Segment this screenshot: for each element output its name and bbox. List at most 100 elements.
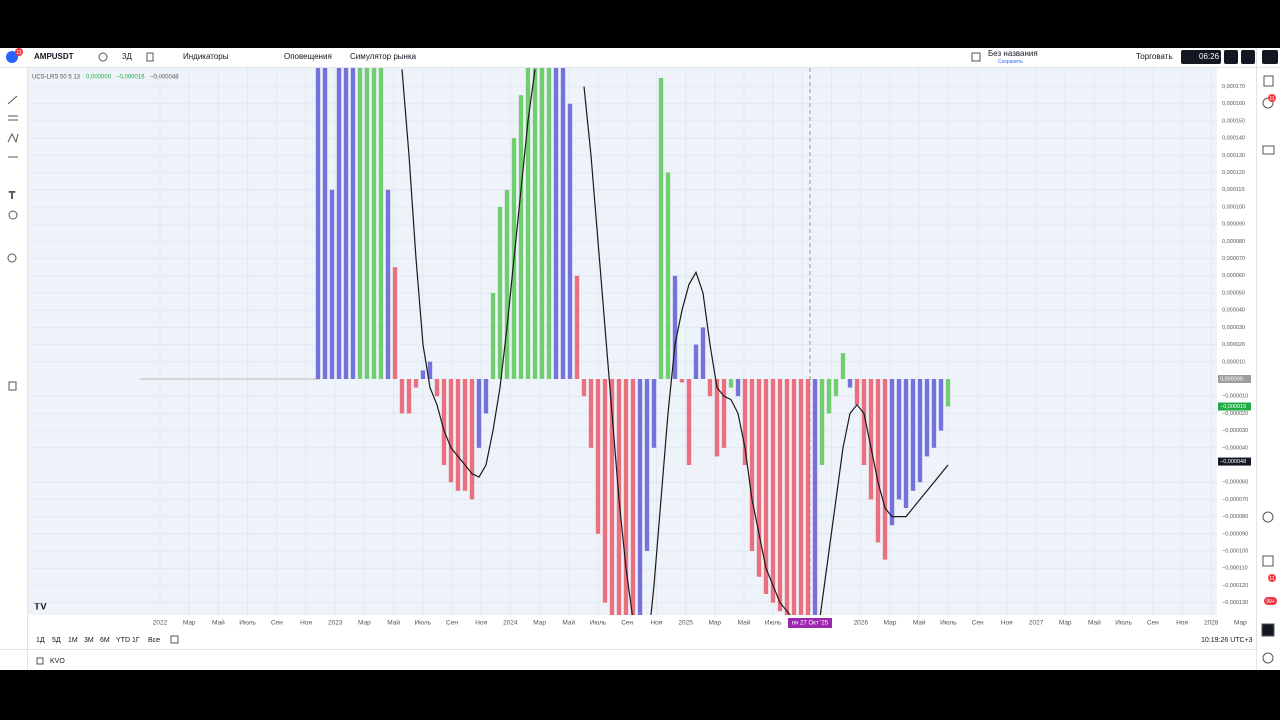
badge: [1268, 574, 1276, 582]
tool[interactable]: [1261, 623, 1275, 637]
bar: [931, 378, 937, 448]
tool[interactable]: [8, 210, 18, 220]
y-tick-label: 0,000160: [1222, 101, 1245, 107]
bar: [889, 378, 895, 526]
bar: [714, 378, 720, 457]
tool[interactable]: [1262, 145, 1275, 155]
badge-text: 11: [1269, 576, 1274, 582]
bar: [532, 68, 538, 379]
bar: [840, 353, 846, 379]
x-tick-label: Сен: [271, 620, 283, 627]
range-button[interactable]: 1Г: [132, 637, 140, 644]
crosshair-label: пн 27 Окт '25: [792, 621, 829, 627]
bar: [574, 275, 580, 379]
chart-bg: [28, 68, 1217, 615]
x-tick-label: Сен: [446, 620, 458, 627]
bar: [462, 378, 468, 491]
y-tick-label: 0,000010: [1222, 359, 1245, 365]
bar: [350, 68, 356, 379]
bar: [518, 95, 524, 379]
alerts[interactable]: Оповещения: [284, 52, 332, 61]
layout-name[interactable]: Без названия: [988, 49, 1038, 58]
y-tick-label: 0,000070: [1222, 256, 1245, 262]
range-button[interactable]: 5Д: [52, 637, 61, 644]
side-badges: 11 11 99+: [1264, 94, 1277, 605]
x-tick-label: Сен: [972, 620, 984, 627]
logo[interactable]: TV: [34, 602, 47, 613]
x-tick-label: 2022: [153, 620, 168, 627]
y-tick-label: −0,000070: [1222, 497, 1248, 503]
symbol[interactable]: AMPUSDT: [34, 52, 74, 61]
tool[interactable]: [1262, 511, 1274, 523]
bar: [483, 378, 489, 414]
chart-type[interactable]: [146, 52, 154, 62]
x-tick-label: Ноя: [300, 620, 312, 627]
y-tick-label: −0,000100: [1222, 548, 1248, 554]
replay[interactable]: Симулятор рынка: [350, 52, 417, 61]
bar: [763, 378, 769, 595]
range-button[interactable]: 3М: [84, 637, 94, 644]
bar: [504, 189, 510, 379]
x-tick-label: Июль: [239, 620, 256, 627]
timer-bg[interactable]: [1181, 50, 1221, 64]
bar: [413, 378, 419, 388]
date-range[interactable]: [170, 635, 179, 644]
legend-name[interactable]: UCS-LRS 50 5 13: [32, 75, 81, 81]
range-button[interactable]: 1М: [68, 637, 78, 644]
plot: [28, 68, 1217, 615]
tool[interactable]: [7, 253, 17, 263]
avatar[interactable]: [6, 51, 18, 63]
x-tick-label: 2028: [1204, 620, 1219, 627]
y-tick-label: 0,000090: [1222, 222, 1245, 228]
bar: [882, 378, 888, 560]
tool[interactable]: [1262, 555, 1274, 567]
legend-value: −0,000016: [116, 75, 145, 81]
x-tick-label: 2025: [678, 620, 693, 627]
tool[interactable]: [7, 95, 18, 105]
interval[interactable]: 3Д: [122, 52, 132, 61]
layout-icon[interactable]: [971, 52, 981, 62]
x-tick-label: Ноя: [650, 620, 662, 627]
price-label-bg: [1218, 457, 1251, 466]
tool[interactable]: [7, 132, 19, 144]
bar: [938, 378, 944, 431]
left-tools: T: [7, 95, 19, 391]
y-tick-label: −0,000090: [1222, 531, 1248, 537]
bar: [861, 378, 867, 466]
trade[interactable]: Торговать: [1136, 52, 1173, 61]
add-symbol[interactable]: [98, 52, 108, 62]
indicators[interactable]: Индикаторы: [183, 52, 229, 61]
bar: [595, 378, 601, 534]
tool[interactable]: [1263, 75, 1274, 87]
timer: 06:26: [1199, 52, 1220, 61]
bar: [665, 172, 671, 379]
bar: [707, 378, 713, 397]
y-tick-label: −0,000040: [1222, 445, 1248, 451]
tool[interactable]: [1262, 652, 1274, 664]
layout-save[interactable]: Сохранить: [998, 59, 1023, 65]
y-tick-label: 0,000140: [1222, 136, 1245, 142]
btn[interactable]: [1224, 50, 1238, 64]
price-label: −0,000048: [1220, 459, 1246, 465]
range-button[interactable]: Все: [148, 637, 160, 644]
badge-text: 11: [1269, 96, 1274, 102]
tool[interactable]: T: [9, 190, 16, 202]
bar: [805, 378, 811, 615]
panel-name[interactable]: KVO: [50, 658, 65, 665]
bar: [427, 361, 433, 379]
range-button[interactable]: 6М: [100, 637, 110, 644]
bar: [497, 206, 503, 379]
bar: [672, 275, 678, 379]
x-tick-label: Мар: [1059, 620, 1072, 627]
tool[interactable]: [8, 381, 17, 391]
range-button[interactable]: YTD: [116, 637, 130, 644]
bar: [357, 68, 363, 379]
bar: [742, 378, 748, 466]
btn[interactable]: [1241, 50, 1255, 64]
btn[interactable]: [1262, 50, 1278, 64]
bar: [812, 378, 818, 615]
bar: [616, 378, 622, 615]
range-button[interactable]: 1Д: [36, 637, 45, 644]
bar: [392, 267, 398, 379]
